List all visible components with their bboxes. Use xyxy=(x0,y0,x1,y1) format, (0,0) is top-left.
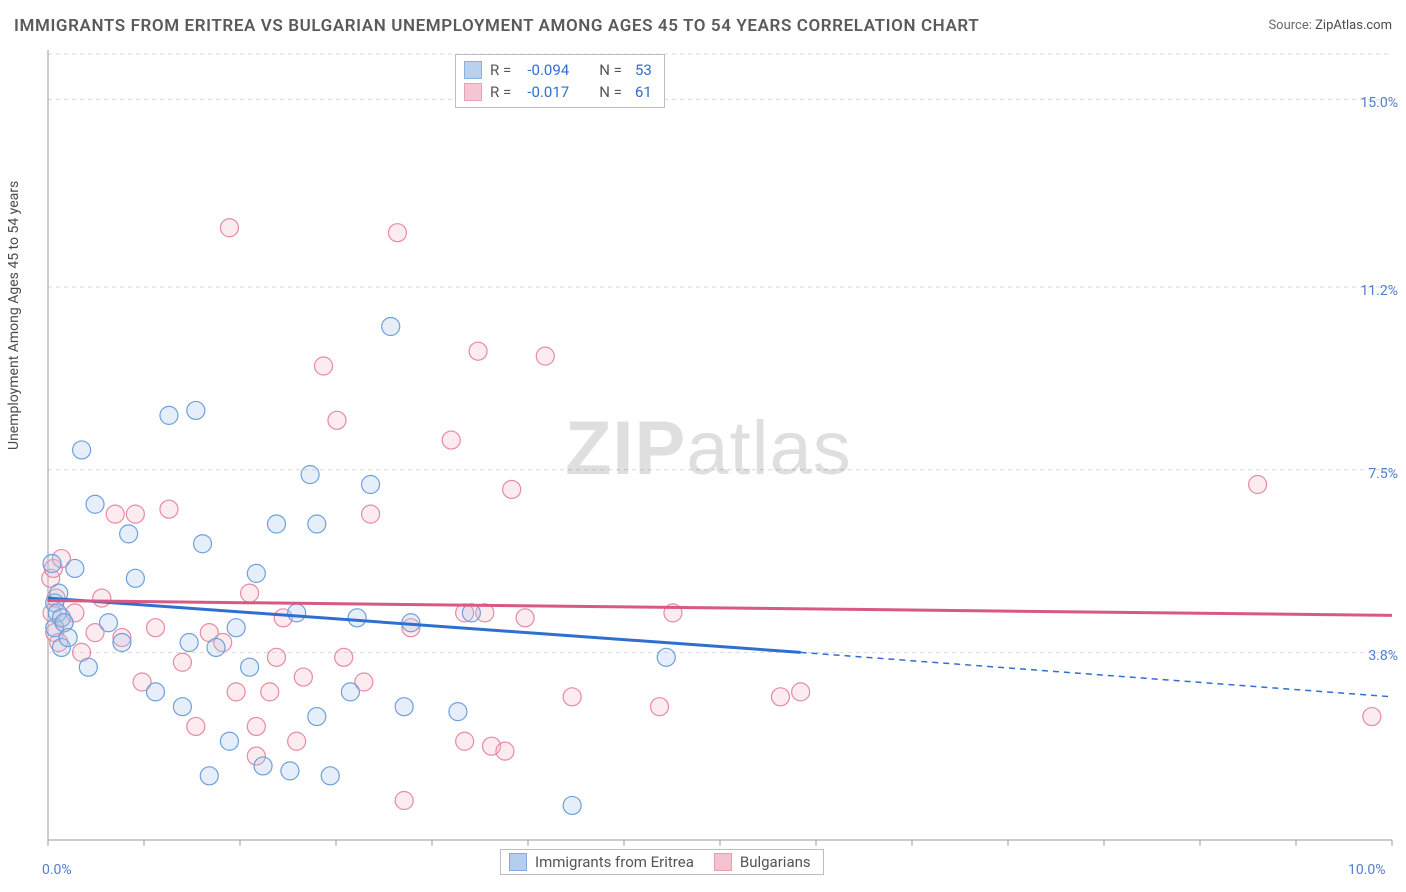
stat-n: N = 61 xyxy=(599,81,652,103)
y-tick-label: 15.0% xyxy=(1360,95,1398,111)
stat-legend-row: R = -0.017 N = 61 xyxy=(464,81,652,103)
series-legend: Immigrants from Eritrea Bulgarians xyxy=(500,849,824,875)
y-tick-label: 3.8% xyxy=(1368,648,1398,664)
y-tick-label: 11.2% xyxy=(1360,283,1398,299)
y-tick-label: 7.5% xyxy=(1368,466,1398,482)
correlation-stats-legend: R = -0.094 N = 53 R = -0.017 N = 61 xyxy=(455,54,665,108)
stat-legend-row: R = -0.094 N = 53 xyxy=(464,59,652,81)
x-tick-label: 0.0% xyxy=(42,862,72,878)
x-tick-label: 10.0% xyxy=(1348,862,1386,878)
legend-swatch xyxy=(509,853,527,871)
stat-n: N = 53 xyxy=(599,59,652,81)
legend-swatch xyxy=(464,83,482,101)
legend-label: Immigrants from Eritrea xyxy=(535,853,694,871)
legend-item: Immigrants from Eritrea xyxy=(509,853,694,871)
legend-swatch xyxy=(714,853,732,871)
correlation-scatter-chart xyxy=(0,0,1406,892)
legend-swatch xyxy=(464,61,482,79)
legend-label: Bulgarians xyxy=(740,853,811,871)
legend-item: Bulgarians xyxy=(714,853,811,871)
stat-r: R = -0.094 xyxy=(490,59,569,81)
stat-r: R = -0.017 xyxy=(490,81,569,103)
